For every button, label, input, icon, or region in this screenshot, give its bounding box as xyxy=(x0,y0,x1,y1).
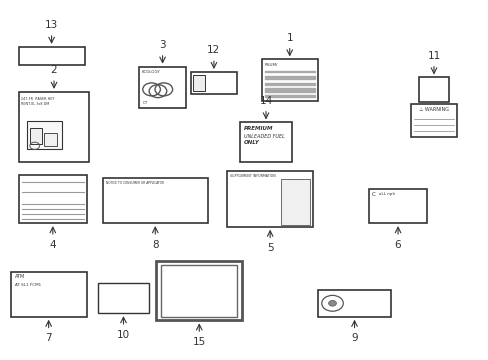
Bar xyxy=(156,261,242,320)
Text: UNLEADED FUEL: UNLEADED FUEL xyxy=(243,134,284,139)
Text: 7: 7 xyxy=(45,333,52,343)
Text: ⚠ WARNING: ⚠ WARNING xyxy=(418,107,448,112)
Text: aLL nph: aLL nph xyxy=(378,193,394,197)
Bar xyxy=(190,72,237,94)
Text: 4: 4 xyxy=(49,240,56,250)
Text: 12: 12 xyxy=(207,45,220,55)
Text: 13: 13 xyxy=(45,20,58,30)
Text: SUPPLEMENT INFORMATION: SUPPLEMENT INFORMATION xyxy=(229,174,275,178)
Bar xyxy=(19,92,89,162)
Bar xyxy=(98,283,149,313)
Text: AT 6L1 FCM1: AT 6L1 FCM1 xyxy=(15,283,41,287)
Text: 14: 14 xyxy=(259,96,272,106)
Bar xyxy=(410,104,456,137)
Bar xyxy=(139,67,185,108)
Bar xyxy=(317,290,390,317)
Bar xyxy=(161,265,237,317)
Bar xyxy=(368,189,426,223)
Bar xyxy=(27,121,61,149)
Bar xyxy=(227,171,312,227)
Text: ECOLOGY: ECOLOGY xyxy=(142,70,160,74)
Bar xyxy=(261,59,317,101)
Bar xyxy=(418,77,448,102)
Bar xyxy=(30,128,42,144)
Text: ATM: ATM xyxy=(15,274,25,279)
Text: 247-FR  RASER HEY: 247-FR RASER HEY xyxy=(21,98,54,102)
Bar xyxy=(19,47,84,65)
Bar xyxy=(102,178,207,223)
Text: 2: 2 xyxy=(51,65,57,75)
Text: ONLY: ONLY xyxy=(243,140,259,145)
Text: C: C xyxy=(371,192,375,197)
Text: 9: 9 xyxy=(350,333,357,343)
Circle shape xyxy=(328,300,336,306)
Bar xyxy=(239,122,292,162)
Bar xyxy=(43,133,57,146)
Bar xyxy=(11,272,86,317)
Text: NOTICE TO CONSUMER OR APPLICATOR: NOTICE TO CONSUMER OR APPLICATOR xyxy=(105,181,163,185)
Text: PREMIUM: PREMIUM xyxy=(243,126,272,131)
Bar xyxy=(281,179,309,225)
Text: 11: 11 xyxy=(427,51,440,61)
Bar xyxy=(19,175,87,223)
Text: 10: 10 xyxy=(117,330,130,340)
Text: 15: 15 xyxy=(192,337,205,347)
Text: CT: CT xyxy=(142,102,147,105)
Text: 1: 1 xyxy=(286,33,292,43)
Text: 5: 5 xyxy=(266,243,273,253)
Text: RSUM/: RSUM/ xyxy=(264,63,278,67)
Text: 8: 8 xyxy=(152,240,158,250)
Text: RENT.XL 3x8 DM: RENT.XL 3x8 DM xyxy=(21,103,49,107)
Bar xyxy=(193,75,205,91)
Text: 3: 3 xyxy=(159,40,165,50)
Text: 6: 6 xyxy=(394,240,401,250)
